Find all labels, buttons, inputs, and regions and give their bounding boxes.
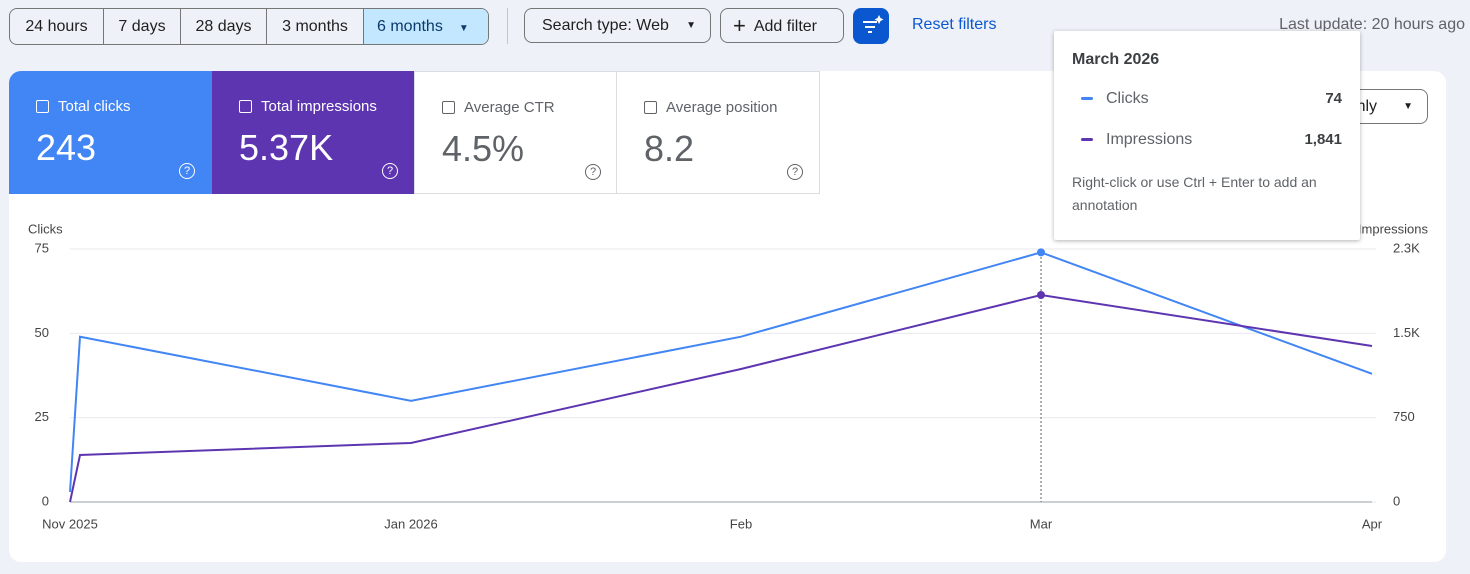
tooltip-hint: Right-click or use Ctrl + Enter to add a…: [1072, 174, 1317, 213]
hover-dot: [1037, 248, 1045, 257]
series-line: [69, 251, 1373, 492]
tooltip-title: March 2026: [1072, 51, 1160, 68]
metric-tile[interactable]: Total impressions 5.37K?: [212, 71, 415, 194]
checkbox: [442, 101, 455, 114]
range-button[interactable]: 3 months: [267, 9, 364, 44]
tooltip-row-value: 1,841: [1304, 131, 1342, 148]
y-axis-title: Clicks: [28, 221, 63, 236]
checkbox: [239, 100, 252, 113]
range-button[interactable]: 24 hours: [10, 9, 104, 44]
date-range-selector: 24 hours 7 days 28 days 3 months 6 month…: [9, 8, 489, 45]
x-tick-label: Jan 2026: [384, 516, 438, 531]
y2-tick-label: 750: [1393, 409, 1415, 424]
help-icon[interactable]: ?: [585, 164, 601, 180]
metric-value: 4.5%: [442, 128, 525, 169]
search-type-dropdown[interactable]: Search type: Web ▼: [524, 8, 711, 43]
x-tick-label: Apr: [1362, 516, 1383, 531]
range-button[interactable]: 7 days: [104, 9, 181, 44]
tooltip-row-name: Clicks: [1106, 90, 1149, 107]
reset-filters-link[interactable]: Reset filters: [912, 16, 997, 33]
help-icon[interactable]: ?: [787, 164, 803, 180]
metric-value: 8.2: [644, 128, 695, 169]
checkbox: [36, 100, 49, 113]
range-button[interactable]: 6 months ▼: [364, 9, 488, 44]
filter-icon: [863, 15, 884, 33]
legend-swatch: [1081, 97, 1093, 100]
range-text: 6 months: [377, 18, 443, 35]
metric-label: Average CTR: [464, 99, 555, 116]
metric-value: 5.37K: [239, 127, 334, 168]
y2-axis-title: Impressions: [1358, 221, 1429, 236]
series-line: [69, 293, 1373, 503]
y2-tick-label: 2.3K: [1393, 240, 1420, 255]
add-filter-button[interactable]: + Add filter: [720, 8, 844, 43]
caret: ▼: [458, 23, 469, 34]
caret: ▼: [1403, 101, 1413, 112]
metric-label: Total clicks: [58, 98, 131, 115]
x-tick-label: Feb: [730, 516, 752, 531]
x-tick-label: Mar: [1030, 516, 1053, 531]
metric-tile[interactable]: Total clicks 243?: [9, 71, 212, 194]
legend-swatch: [1081, 138, 1093, 141]
y-tick-label: 25: [35, 409, 49, 424]
metric-tile[interactable]: Average position 8.2?: [617, 71, 820, 194]
range-button[interactable]: 28 days: [181, 9, 267, 44]
metric-label: Total impressions: [261, 98, 377, 115]
y-tick-label: 50: [35, 325, 49, 340]
hover-dot: [1037, 290, 1045, 299]
tooltip: March 2026 Clicks 74 Impressions 1,841 R…: [1054, 31, 1360, 240]
metric-label: Average position: [666, 99, 778, 116]
help-icon[interactable]: ?: [179, 163, 195, 179]
y-tick-label: 75: [35, 240, 49, 255]
y2-tick-label: 0: [1393, 493, 1400, 508]
filter-icon-button[interactable]: [853, 8, 889, 44]
metric-value: 243: [36, 127, 97, 168]
add-filter-text: Add filter: [753, 18, 817, 35]
divider: [507, 8, 508, 44]
tooltip-row-name: Impressions: [1106, 131, 1193, 148]
y-tick-label: 0: [42, 493, 49, 508]
search-type-text: Search type: Web: [542, 17, 669, 34]
x-tick-label: Nov 2025: [42, 516, 98, 531]
checkbox: [644, 101, 657, 114]
y2-tick-label: 1.5K: [1393, 325, 1420, 340]
help-icon[interactable]: ?: [382, 163, 398, 179]
metric-tile[interactable]: Average CTR 4.5%?: [414, 71, 617, 194]
last-update: Last update: 20 hours ago: [1279, 16, 1465, 33]
caret: ▼: [686, 20, 696, 31]
tooltip-row-value: 74: [1325, 90, 1342, 107]
plus-icon: +: [733, 13, 746, 38]
